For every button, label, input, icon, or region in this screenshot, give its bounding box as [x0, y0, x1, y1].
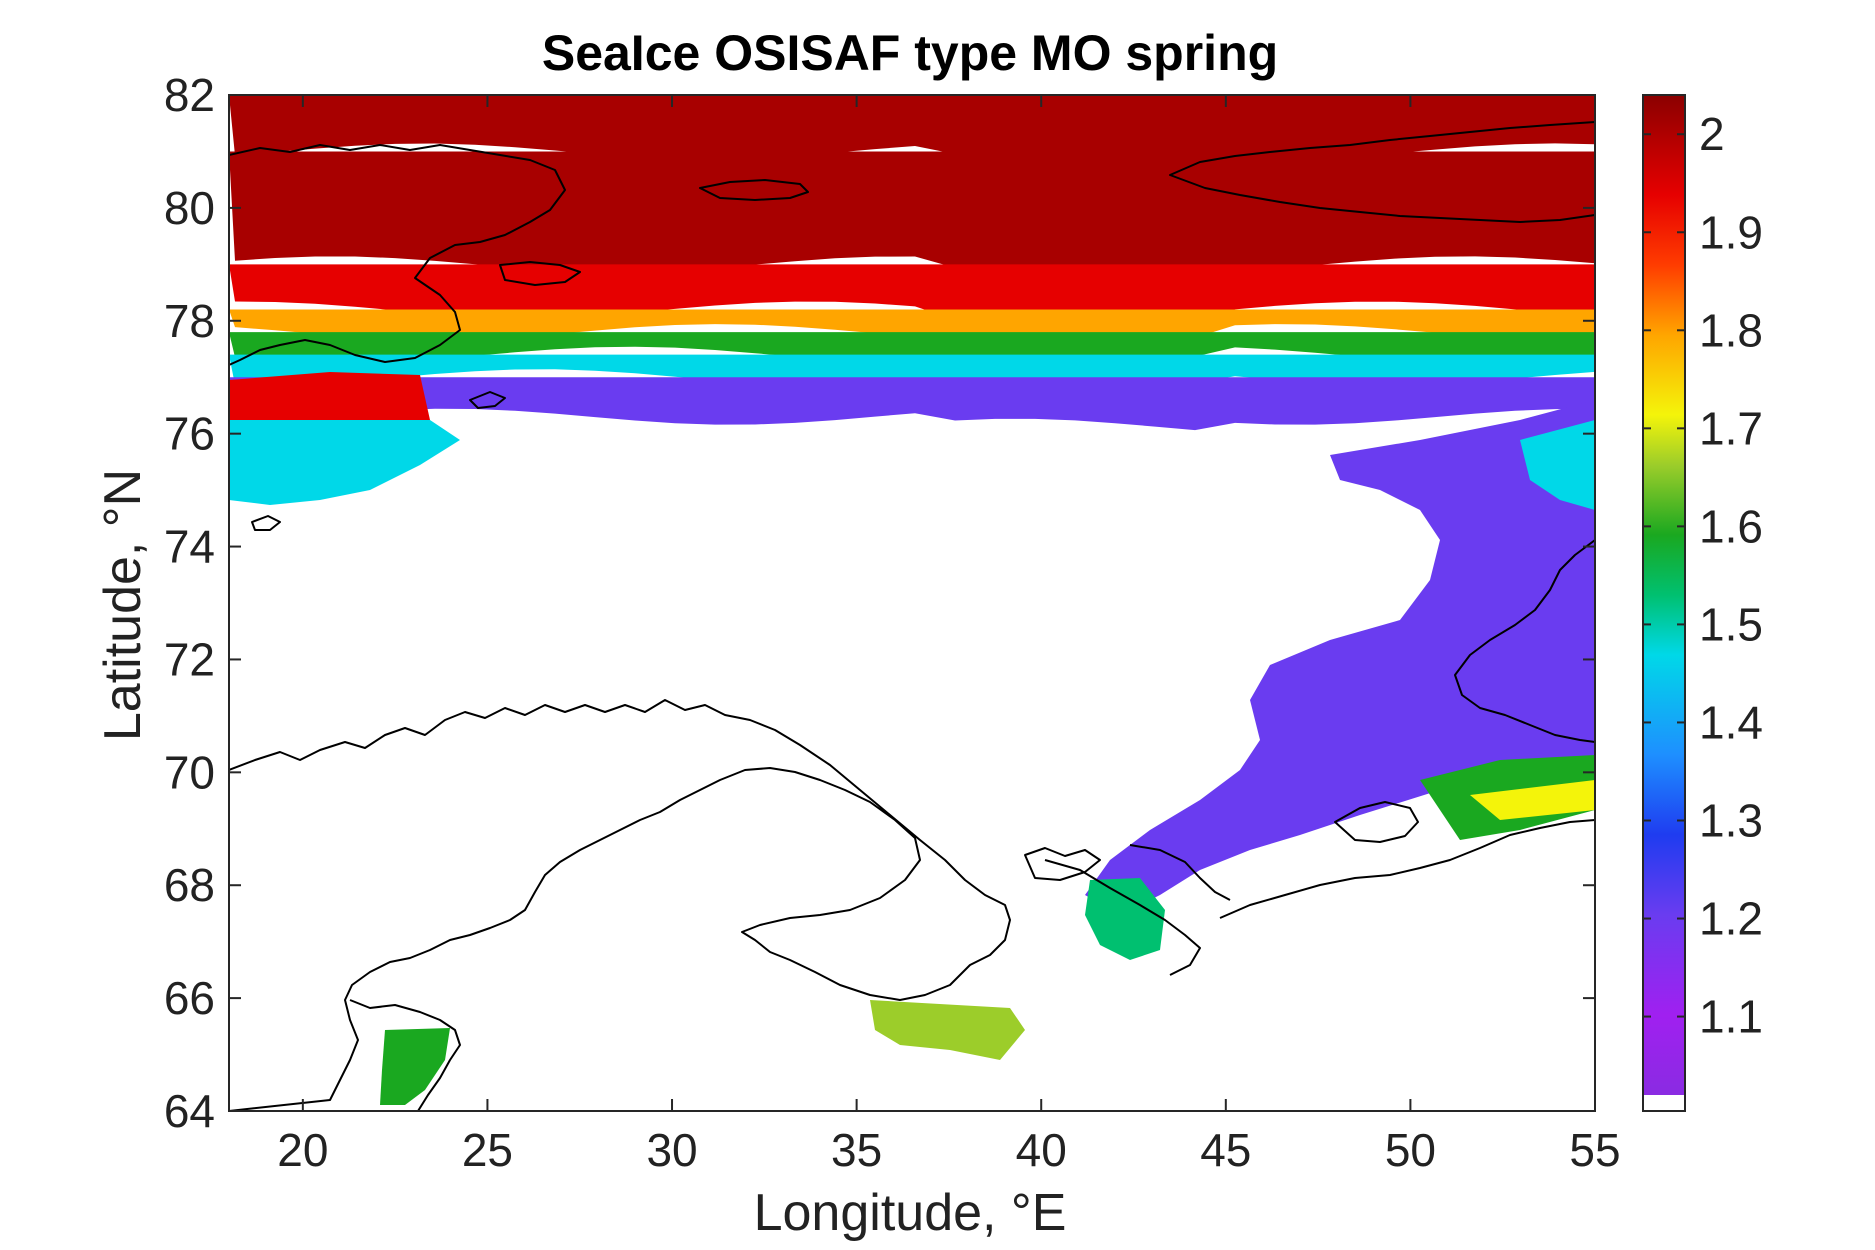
ice-patch-white-sea — [1085, 878, 1165, 960]
colorbar-below-range — [1643, 1095, 1685, 1111]
colorbar-tick-label: 2 — [1699, 108, 1725, 160]
colorbar-tick-label: 1.3 — [1699, 794, 1763, 846]
coastline-svalbard — [229, 144, 566, 366]
coastline-bear-island — [251, 515, 281, 531]
x-tick-label: 20 — [277, 1124, 328, 1176]
ice-patch-gulf-of-bothnia — [380, 1028, 450, 1105]
axes-frame — [228, 94, 1596, 1112]
sea-ice-layer — [229, 95, 1595, 1105]
x-tick-label: 25 — [462, 1124, 513, 1176]
colorbar-tick-label: 1.2 — [1699, 893, 1763, 945]
coastline-pechora-shore — [1219, 819, 1595, 919]
ice-band — [229, 309, 1595, 350]
ice-fringe-pechora-yellow — [1470, 780, 1595, 820]
ice-patch-pechora-sea — [870, 1000, 1025, 1060]
y-tick-label: 76 — [164, 408, 215, 460]
y-tick-label: 74 — [164, 521, 215, 573]
x-axis-ticks: 20 25 30 35 40 45 50 55 — [277, 95, 1621, 1176]
ice-band — [229, 95, 1595, 167]
colorbar-tick-label: 1.9 — [1699, 206, 1763, 258]
y-tick-label: 78 — [164, 295, 215, 347]
y-axis-label: Latitude, °N — [94, 469, 152, 741]
colorbar-tick-label: 1.8 — [1699, 304, 1763, 356]
colorbar-tick-label: 1.1 — [1699, 991, 1763, 1043]
x-tick-label: 40 — [1016, 1124, 1067, 1176]
coastline-kola-north — [1129, 844, 1231, 901]
coastline-kanin — [1024, 847, 1101, 881]
chart-title: SeaIce OSISAF type MO spring — [542, 25, 1278, 81]
coastline-franz-josef-land — [1169, 121, 1595, 223]
colorbar-tick-label: 1.4 — [1699, 696, 1763, 748]
x-tick-label: 55 — [1569, 1124, 1620, 1176]
y-tick-label: 72 — [164, 633, 215, 685]
y-tick-label: 64 — [164, 1085, 215, 1137]
ice-band — [229, 332, 1595, 372]
colorbar-gradient — [1643, 95, 1685, 1095]
ice-svalbard-fringe — [229, 410, 460, 505]
colorbar-tick-label: 1.5 — [1699, 598, 1763, 650]
ice-band — [229, 151, 1595, 283]
land-layer — [229, 121, 1595, 1111]
coastline-norway-kola — [229, 699, 1011, 1111]
ice-band — [229, 377, 1595, 431]
colorbar-ticks: 1.1 1.2 1.3 1.4 1.5 1.6 1.7 1.8 1.9 2 — [1643, 108, 1763, 1043]
x-tick-label: 35 — [831, 1124, 882, 1176]
x-axis-label: Longitude, °E — [754, 1184, 1067, 1242]
ice-fringe-nz — [1520, 420, 1595, 510]
coastline-hopen-island — [469, 391, 506, 409]
y-axis-ticks: 64 66 68 70 72 74 76 78 80 82 — [164, 69, 1595, 1137]
colorbar-tick-label: 1.7 — [1699, 402, 1763, 454]
coastline-bothnia — [349, 999, 461, 1111]
coastline-edgeoya — [499, 261, 581, 286]
colorbar-frame — [1642, 94, 1686, 1112]
colorbar: 1.1 1.2 1.3 1.4 1.5 1.6 1.7 1.8 1.9 2 — [1642, 94, 1763, 1112]
y-tick-label: 68 — [164, 859, 215, 911]
ice-svalbard-red — [229, 372, 430, 420]
x-tick-label: 30 — [646, 1124, 697, 1176]
y-tick-label: 80 — [164, 182, 215, 234]
coastline-white-sea-shore — [1044, 859, 1201, 976]
y-tick-label: 66 — [164, 972, 215, 1024]
x-tick-label: 45 — [1200, 1124, 1251, 1176]
ice-eastern-barents — [1085, 400, 1595, 915]
coastline-vaygach — [1334, 801, 1419, 843]
x-tick-label: 50 — [1385, 1124, 1436, 1176]
y-tick-label: 70 — [164, 746, 215, 798]
coastline-kvitoya — [699, 179, 809, 201]
coastline-novaya-zemlya — [1454, 539, 1595, 743]
plot-area — [229, 95, 1595, 1111]
colorbar-tick-label: 1.6 — [1699, 500, 1763, 552]
ice-band — [229, 354, 1595, 388]
y-tick-label: 82 — [164, 69, 215, 121]
